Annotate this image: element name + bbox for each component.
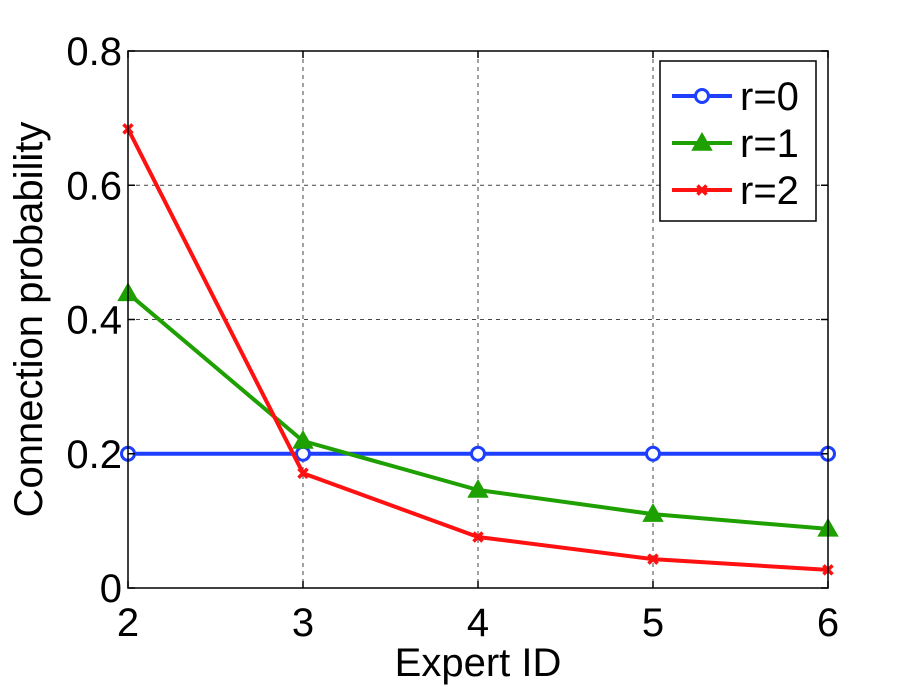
legend-marker — [696, 184, 708, 196]
data-point — [642, 503, 664, 522]
x-tick-label: 6 — [817, 601, 839, 645]
x-tick-label: 2 — [117, 601, 139, 645]
y-tick-label: 0.8 — [66, 30, 122, 74]
y-tick-label: 0.4 — [66, 299, 122, 343]
data-point — [647, 553, 659, 565]
legend-marker — [694, 88, 710, 104]
legend-item: r=1 — [672, 122, 799, 166]
tick-marks — [127, 50, 829, 589]
x-tick-label: 5 — [642, 601, 664, 645]
tick-labels: 2 3 4 5 6 0 0.2 0.4 0.6 0.8 — [66, 30, 839, 645]
x-tick-label: 3 — [292, 601, 314, 645]
series-layer — [117, 123, 839, 576]
y-tick-label: 0.6 — [66, 164, 122, 208]
y-axis-label: Connection probability — [7, 122, 51, 518]
x-tick-label: 4 — [467, 601, 489, 645]
legend-marker — [691, 131, 713, 151]
data-point — [292, 429, 314, 449]
data-point — [645, 445, 661, 462]
x-axis-label: Expert ID — [395, 641, 562, 685]
data-point — [295, 445, 311, 462]
legend-label: r=0 — [740, 75, 799, 119]
data-point — [467, 478, 489, 498]
legend-item: r=2 — [672, 169, 799, 213]
legend-item: r=0 — [672, 75, 799, 119]
data-point — [470, 445, 486, 462]
legend: r=0r=1r=2 — [659, 60, 817, 222]
legend-label: r=2 — [740, 169, 799, 213]
series-r=0 — [120, 445, 836, 462]
legend-label: r=1 — [740, 122, 799, 166]
data-point — [297, 467, 309, 479]
series-r=1 — [117, 282, 839, 537]
y-tick-label: 0 — [100, 567, 122, 611]
data-point — [472, 531, 484, 543]
y-tick-label: 0.2 — [66, 433, 122, 477]
